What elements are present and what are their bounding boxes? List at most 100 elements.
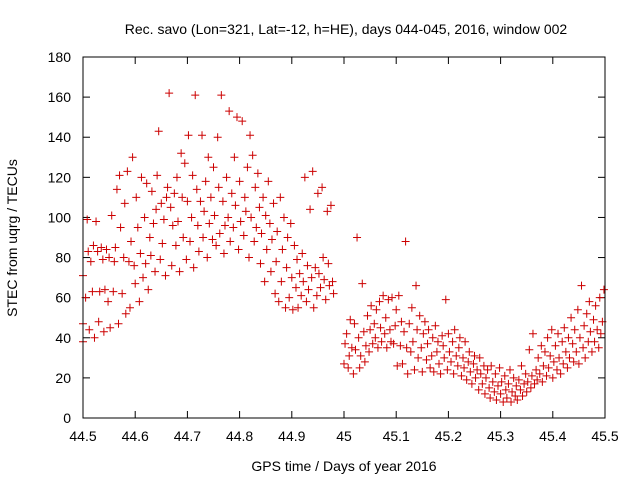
data-point xyxy=(414,353,423,362)
data-point xyxy=(514,375,523,384)
data-point xyxy=(246,131,255,140)
data-point xyxy=(299,277,308,286)
data-point xyxy=(358,279,367,288)
x-tick-label: 44.5 xyxy=(69,428,96,444)
data-point xyxy=(502,393,511,402)
data-point xyxy=(436,369,445,378)
data-point xyxy=(462,375,471,384)
data-point xyxy=(424,325,433,334)
data-point xyxy=(251,183,260,192)
data-point xyxy=(156,255,165,264)
data-point xyxy=(88,287,97,296)
data-point xyxy=(507,397,516,406)
data-point xyxy=(135,297,144,306)
data-point xyxy=(240,193,249,202)
data-point xyxy=(124,257,133,266)
data-point xyxy=(198,131,207,140)
data-point xyxy=(444,329,453,338)
data-point xyxy=(447,357,456,366)
chart-title: Rec. savo (Lon=321, Lat=-12, h=HE), days… xyxy=(125,21,568,37)
data-point xyxy=(107,211,116,220)
data-point xyxy=(473,365,482,374)
data-point xyxy=(277,277,286,286)
data-point xyxy=(415,311,424,320)
data-point xyxy=(555,353,564,362)
data-point xyxy=(266,267,275,276)
data-point xyxy=(534,353,543,362)
data-point xyxy=(422,355,431,364)
data-point xyxy=(316,283,325,292)
data-point xyxy=(293,255,302,264)
data-point xyxy=(527,371,536,380)
data-point xyxy=(123,167,132,176)
data-points xyxy=(79,89,608,406)
data-point xyxy=(350,319,359,328)
data-point xyxy=(298,249,307,258)
data-point xyxy=(347,343,356,352)
data-point xyxy=(393,361,402,370)
y-axis-ticks: 0 20 40 60 80 100 120 140 160 180 xyxy=(48,49,605,426)
data-point xyxy=(203,253,212,262)
data-point xyxy=(324,259,333,268)
data-point xyxy=(145,233,154,242)
data-point xyxy=(194,247,203,256)
data-point xyxy=(509,373,518,382)
data-point xyxy=(471,373,480,382)
data-point xyxy=(391,321,400,330)
data-point xyxy=(255,203,264,212)
data-point xyxy=(274,297,283,306)
data-point xyxy=(252,223,261,232)
data-point xyxy=(278,245,287,254)
data-point xyxy=(250,237,259,246)
data-point xyxy=(321,295,330,304)
data-point xyxy=(438,331,447,340)
data-point xyxy=(440,353,449,362)
data-point xyxy=(168,221,177,230)
data-point xyxy=(307,273,316,282)
y-tick-label: 100 xyxy=(48,209,72,225)
data-point xyxy=(125,303,134,312)
data-point xyxy=(486,393,495,402)
data-point xyxy=(487,361,496,370)
x-tick-label: 45.2 xyxy=(435,428,462,444)
data-point xyxy=(139,273,148,282)
data-point xyxy=(261,211,270,220)
data-point xyxy=(365,347,374,356)
data-point xyxy=(295,269,304,278)
data-point xyxy=(239,231,248,240)
data-point xyxy=(179,233,188,242)
data-point xyxy=(86,257,95,266)
data-point xyxy=(187,213,196,222)
data-point xyxy=(218,197,227,206)
data-point xyxy=(538,377,547,386)
data-point xyxy=(161,271,170,280)
data-point xyxy=(560,323,569,332)
data-point xyxy=(257,229,266,238)
data-point xyxy=(127,237,136,246)
data-point xyxy=(361,341,370,350)
data-point xyxy=(460,363,469,372)
data-point xyxy=(189,263,198,272)
data-point xyxy=(488,377,497,386)
data-point xyxy=(146,251,155,260)
data-point xyxy=(188,171,197,180)
data-point xyxy=(224,213,233,222)
data-point xyxy=(215,229,224,238)
data-point xyxy=(208,235,217,244)
data-point xyxy=(153,171,162,180)
data-point xyxy=(349,369,358,378)
data-point xyxy=(142,179,151,188)
data-point xyxy=(540,347,549,356)
data-point xyxy=(493,381,502,390)
data-point xyxy=(528,329,537,338)
data-point xyxy=(435,359,444,368)
data-point xyxy=(548,373,557,382)
y-tick-label: 80 xyxy=(55,250,71,266)
x-tick-label: 44.6 xyxy=(122,428,149,444)
data-point xyxy=(476,369,485,378)
data-point xyxy=(303,261,312,270)
data-point xyxy=(133,223,142,232)
data-point xyxy=(149,219,158,228)
data-point xyxy=(569,357,578,366)
data-point xyxy=(353,233,362,242)
